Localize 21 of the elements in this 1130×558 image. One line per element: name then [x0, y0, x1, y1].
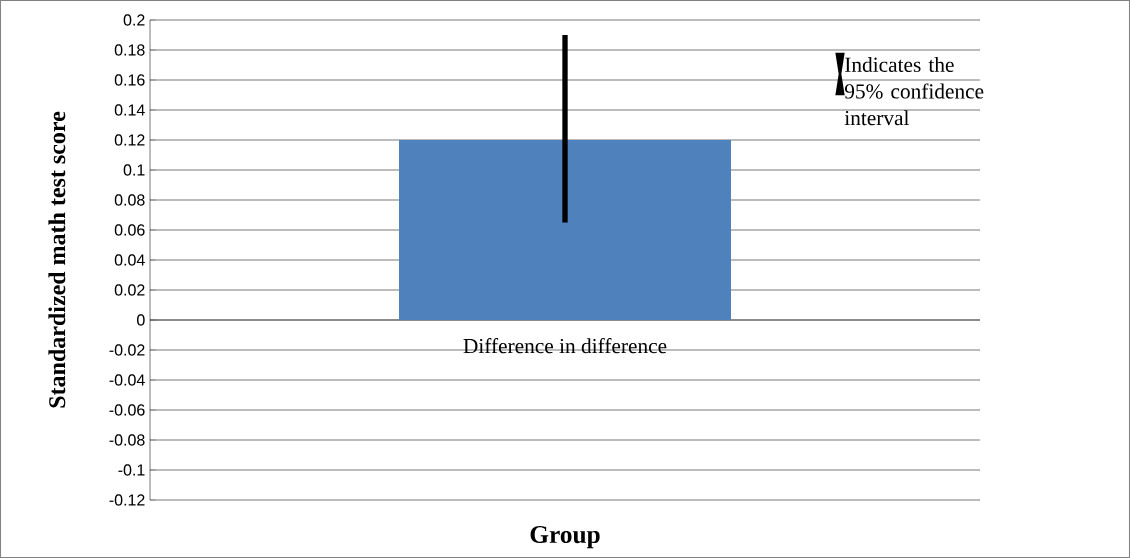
- y-tick-label: 0.14: [114, 104, 145, 116]
- y-tick-label: 0.2: [123, 14, 145, 26]
- y-tick-label: -0.06: [109, 404, 145, 416]
- y-tick-label: 0.06: [114, 224, 145, 236]
- x-axis-title: Group: [530, 526, 600, 549]
- y-tick-label: -0.12: [109, 494, 145, 506]
- y-tick-label: -0.1: [118, 464, 145, 476]
- annotation: Indicates the 95% confidence interval: [844, 56, 984, 126]
- y-tick-label: 0.08: [114, 194, 145, 206]
- y-tick-label: 0.18: [114, 44, 145, 56]
- y-tick-label: 0.16: [114, 74, 145, 86]
- y-tick-label: 0.12: [114, 134, 145, 146]
- y-tick-label: 0: [137, 314, 145, 326]
- y-tick-label: 0.04: [114, 254, 145, 266]
- y-tick-label: 0.1: [123, 164, 145, 176]
- y-tick-label: 0.02: [114, 284, 145, 296]
- y-tick-label: -0.02: [109, 344, 145, 356]
- y-tick-label: -0.04: [109, 374, 145, 386]
- y-axis-title: Standardized math test score: [48, 111, 66, 408]
- x-tick-label: Difference in difference: [463, 338, 667, 354]
- y-tick-label: -0.08: [109, 434, 145, 446]
